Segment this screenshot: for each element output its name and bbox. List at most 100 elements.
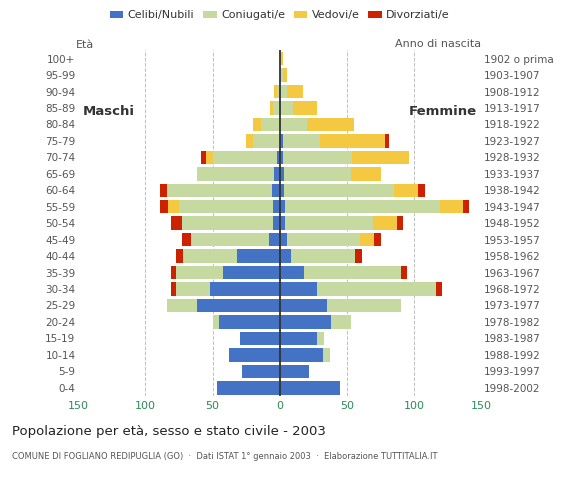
Bar xyxy=(280,233,287,246)
Bar xyxy=(213,315,219,329)
Bar xyxy=(217,381,280,395)
Bar xyxy=(307,118,354,131)
Bar xyxy=(253,134,280,148)
Bar xyxy=(210,282,280,296)
Bar xyxy=(171,282,176,296)
Bar xyxy=(304,266,401,279)
Bar xyxy=(242,365,280,378)
Text: Maschi: Maschi xyxy=(82,105,135,118)
Bar xyxy=(280,332,317,345)
Bar xyxy=(280,282,317,296)
Bar xyxy=(273,216,280,230)
Bar xyxy=(219,315,280,329)
Bar xyxy=(287,233,360,246)
Bar xyxy=(394,183,418,197)
Bar xyxy=(171,216,182,230)
Bar xyxy=(171,266,176,279)
Text: Popolazione per età, sesso e stato civile - 2003: Popolazione per età, sesso e stato civil… xyxy=(12,425,325,438)
Bar xyxy=(160,183,167,197)
Bar xyxy=(353,151,409,164)
Bar xyxy=(355,250,362,263)
Text: Età: Età xyxy=(75,40,94,50)
Bar xyxy=(280,68,282,82)
Bar xyxy=(401,266,408,279)
Bar xyxy=(273,200,280,214)
Bar xyxy=(168,200,179,214)
Bar xyxy=(253,118,261,131)
Bar xyxy=(176,266,223,279)
Bar xyxy=(182,233,191,246)
Bar xyxy=(280,381,340,395)
Bar xyxy=(223,266,280,279)
Bar xyxy=(418,183,425,197)
Bar xyxy=(284,167,351,180)
Bar xyxy=(280,266,304,279)
Bar xyxy=(327,299,401,312)
Bar xyxy=(280,134,282,148)
Bar xyxy=(287,85,303,98)
Bar xyxy=(280,101,293,115)
Bar xyxy=(176,250,183,263)
Bar xyxy=(374,233,380,246)
Bar xyxy=(280,299,327,312)
Bar xyxy=(179,200,273,214)
Bar xyxy=(206,151,213,164)
Bar xyxy=(440,200,463,214)
Bar xyxy=(197,167,274,180)
Bar xyxy=(280,216,285,230)
Bar xyxy=(285,200,440,214)
Bar xyxy=(280,365,309,378)
Bar xyxy=(280,348,323,361)
Text: COMUNE DI FOGLIANO REDIPUGLIA (GO)  ·  Dati ISTAT 1° gennaio 2003  ·  Elaborazio: COMUNE DI FOGLIANO REDIPUGLIA (GO) · Dat… xyxy=(12,452,437,461)
Bar xyxy=(280,151,282,164)
Bar xyxy=(280,200,285,214)
Bar xyxy=(323,348,329,361)
Bar xyxy=(213,151,277,164)
Bar xyxy=(176,282,210,296)
Bar xyxy=(280,250,291,263)
Bar xyxy=(320,134,385,148)
Bar xyxy=(372,216,397,230)
Bar xyxy=(201,151,206,164)
Bar xyxy=(463,200,469,214)
Bar xyxy=(240,332,280,345)
Bar xyxy=(183,250,237,263)
Bar xyxy=(280,315,331,329)
Bar xyxy=(280,52,282,65)
Bar xyxy=(282,134,320,148)
Bar xyxy=(269,233,280,246)
Text: Anno di nascita: Anno di nascita xyxy=(396,39,481,48)
Bar xyxy=(436,282,443,296)
Bar xyxy=(291,250,355,263)
Bar xyxy=(197,299,280,312)
Bar xyxy=(160,200,168,214)
Bar xyxy=(331,315,351,329)
Bar xyxy=(274,85,277,98)
Bar xyxy=(282,151,353,164)
Bar xyxy=(280,183,284,197)
Bar xyxy=(280,85,287,98)
Bar xyxy=(285,216,372,230)
Bar xyxy=(361,233,374,246)
Bar xyxy=(167,183,272,197)
Bar xyxy=(191,233,269,246)
Bar xyxy=(280,167,284,180)
Bar xyxy=(270,101,273,115)
Bar xyxy=(182,216,273,230)
Bar xyxy=(277,151,280,164)
Bar xyxy=(237,250,280,263)
Bar xyxy=(167,299,197,312)
Bar xyxy=(277,85,280,98)
Bar xyxy=(282,68,287,82)
Bar xyxy=(246,134,253,148)
Text: Femmine: Femmine xyxy=(409,105,477,118)
Bar xyxy=(284,183,394,197)
Bar xyxy=(317,282,436,296)
Bar xyxy=(317,332,324,345)
Bar xyxy=(385,134,389,148)
Bar xyxy=(273,101,280,115)
Bar xyxy=(261,118,280,131)
Bar xyxy=(351,167,380,180)
Legend: Celibi/Nubili, Coniugati/e, Vedovi/e, Divorziati/e: Celibi/Nubili, Coniugati/e, Vedovi/e, Di… xyxy=(106,6,454,25)
Bar xyxy=(272,183,280,197)
